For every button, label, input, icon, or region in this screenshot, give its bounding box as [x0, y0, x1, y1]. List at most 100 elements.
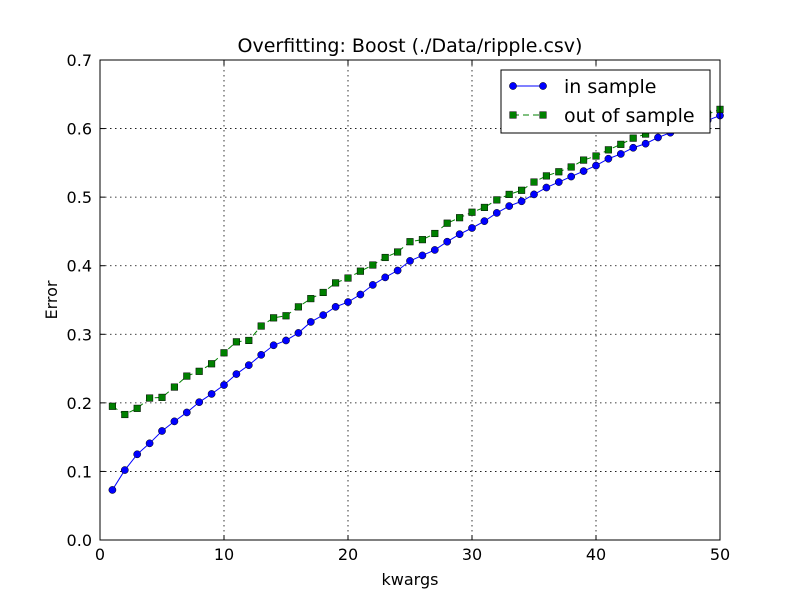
data-point — [492, 209, 501, 217]
data-point — [567, 163, 575, 171]
x-tick-label: 0 — [95, 545, 105, 564]
data-point — [108, 486, 117, 494]
data-point — [455, 230, 464, 239]
data-point — [468, 208, 476, 216]
data-point — [307, 295, 315, 303]
data-point — [505, 190, 513, 198]
data-point — [381, 253, 389, 262]
data-point — [232, 370, 241, 378]
legend-label: out of sample — [564, 105, 695, 127]
plot-series — [108, 105, 724, 494]
data-point — [257, 351, 266, 359]
data-point — [641, 139, 650, 148]
data-point — [220, 381, 228, 389]
data-point — [580, 156, 588, 164]
series-line — [112, 108, 721, 416]
data-point — [270, 314, 278, 322]
data-point — [232, 338, 240, 346]
data-point — [554, 178, 563, 186]
series-out-of-sample — [108, 105, 724, 419]
data-point — [592, 161, 600, 170]
y-tick-label: 0.6 — [67, 120, 92, 139]
data-point — [146, 394, 154, 402]
data-point — [244, 361, 253, 369]
data-point — [269, 341, 278, 350]
data-point — [505, 202, 514, 210]
data-point — [282, 336, 290, 345]
data-point — [207, 390, 216, 398]
grid — [100, 60, 720, 540]
data-point — [654, 133, 662, 142]
data-point — [542, 172, 550, 180]
legend-item: out of sample — [509, 105, 695, 127]
legend: in sample out of sample — [500, 69, 711, 134]
x-tick-label: 20 — [338, 545, 358, 564]
data-point — [145, 439, 154, 448]
data-point — [220, 349, 228, 357]
data-point — [629, 143, 638, 152]
data-point — [530, 190, 538, 199]
data-point — [294, 329, 303, 337]
legend-item: in sample — [509, 76, 656, 98]
data-point — [356, 290, 365, 299]
data-point — [604, 146, 612, 154]
data-point — [480, 203, 488, 211]
data-point — [530, 178, 538, 186]
x-tick-label: 50 — [710, 545, 730, 564]
data-point — [406, 238, 414, 246]
series-line — [111, 115, 721, 491]
series-in-sample — [108, 111, 724, 494]
data-point — [567, 172, 576, 181]
data-point — [406, 257, 414, 265]
data-point — [133, 450, 142, 459]
data-point — [555, 168, 563, 176]
y-tick-label: 0.1 — [67, 462, 92, 481]
data-point — [121, 410, 129, 419]
legend-marker — [539, 111, 547, 119]
data-point — [282, 312, 290, 320]
y-tick-label: 0.0 — [67, 531, 92, 550]
data-point — [245, 336, 253, 345]
data-point — [443, 237, 452, 246]
data-point — [393, 266, 402, 275]
y-tick-label: 0.3 — [67, 325, 92, 344]
data-point — [170, 383, 178, 391]
plot-frame — [99, 59, 721, 541]
y-tick-label: 0.4 — [67, 257, 92, 276]
data-point — [158, 393, 166, 401]
y-tick-label: 0.2 — [67, 394, 92, 413]
data-point — [208, 360, 216, 368]
x-tick-label: 10 — [214, 545, 234, 564]
data-point — [294, 303, 302, 311]
data-point — [579, 167, 588, 175]
y-tick-label: 0.7 — [67, 51, 92, 70]
data-point — [480, 217, 489, 225]
data-point — [369, 261, 377, 269]
legend-label: in sample — [564, 76, 656, 98]
legend-box — [500, 69, 711, 134]
data-point — [604, 154, 613, 163]
data-point — [306, 318, 315, 326]
data-point — [381, 273, 390, 282]
data-point — [133, 404, 141, 412]
data-point — [257, 322, 265, 330]
data-point — [616, 150, 625, 158]
data-point — [332, 279, 340, 287]
legend-marker — [509, 82, 517, 90]
data-point — [344, 298, 352, 306]
data-point — [443, 219, 451, 227]
data-point — [629, 134, 637, 142]
data-point — [120, 466, 129, 474]
data-point — [617, 140, 625, 148]
data-point — [418, 251, 427, 260]
data-point — [418, 236, 426, 244]
data-point — [368, 281, 377, 289]
data-point — [456, 214, 464, 222]
x-tick-label: 30 — [462, 545, 482, 564]
data-point — [431, 229, 439, 238]
x-tick-label: 40 — [586, 545, 606, 564]
data-point — [195, 367, 203, 375]
data-point — [183, 372, 191, 380]
data-point — [394, 248, 402, 256]
